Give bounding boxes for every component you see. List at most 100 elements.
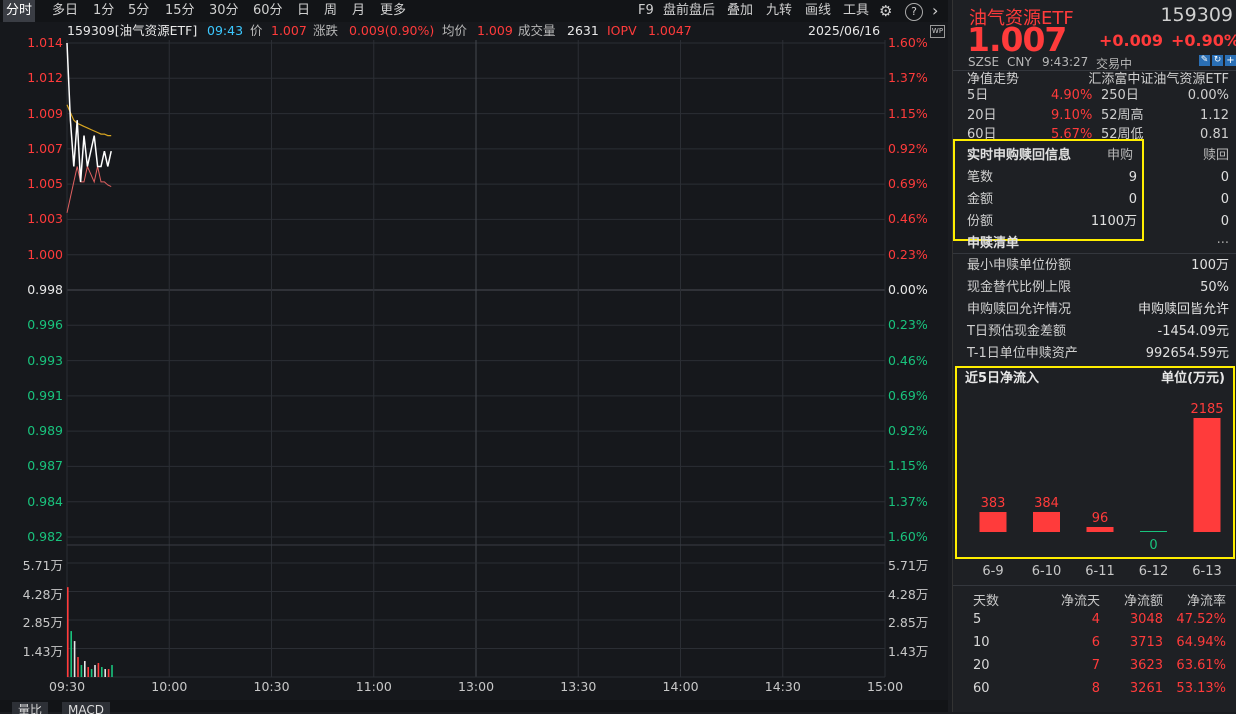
price-tick-label: 1.000 xyxy=(27,246,63,262)
list-label: 申购赎回允许情况 xyxy=(967,302,1072,317)
refresh-icon[interactable]: ↻ xyxy=(1212,55,1223,66)
nav-header[interactable]: 净值走势 汇添富中证油气资源ETF xyxy=(967,70,1229,90)
tab-day[interactable]: 日 xyxy=(297,3,311,18)
stats-cell: 4 xyxy=(1091,612,1100,627)
info-change: 0.009(0.90%) xyxy=(349,23,435,38)
price-tick-label: 0.996 xyxy=(27,317,63,333)
indicator-tabs: 量比 MACD xyxy=(0,700,948,714)
quote-side-panel: 油气资源ETF 159309 1.007 +0.009 +0.90% SZSE … xyxy=(952,0,1236,712)
info-volume: 2631 xyxy=(567,23,599,38)
list-value: 50% xyxy=(1200,280,1229,295)
volume-bar xyxy=(77,657,79,677)
info-iopv: 1.0047 xyxy=(648,23,692,38)
realtime-col-redeem: 赎回 xyxy=(1202,148,1229,163)
realtime-label: 金额 xyxy=(967,192,994,207)
volume-tick-label: 1.43万 xyxy=(22,643,63,659)
nav-val2: 0.00% xyxy=(1187,88,1229,103)
tab-more[interactable]: 更多 xyxy=(380,3,407,18)
tab-intraday[interactable]: 分时 xyxy=(3,0,36,22)
f9-button[interactable]: F9 xyxy=(638,3,654,18)
more-icon[interactable]: ··· xyxy=(1216,236,1229,251)
percent-tick-label: 0.92% xyxy=(888,140,928,156)
percent-tick-label: 1.37% xyxy=(888,70,928,86)
tab-volume-ratio[interactable]: 量比 xyxy=(12,702,49,714)
realtime-row: 笔数 9 0 xyxy=(967,167,1229,189)
volume-bar xyxy=(90,669,93,677)
nav-label2: 52周高 xyxy=(1101,108,1144,123)
volume-bar xyxy=(101,667,103,677)
tools-button[interactable]: 工具 xyxy=(843,3,870,18)
netflow-category-label: 6-11 xyxy=(1085,564,1115,579)
netflow-title: 近5日净流入 xyxy=(965,371,1040,386)
info-avg-label: 均价 xyxy=(442,23,468,38)
nav-label2: 250日 xyxy=(1101,88,1139,103)
info-date: 2025/06/16 xyxy=(808,23,881,38)
stats-cell: 3048 xyxy=(1129,612,1163,627)
tab-multi-day[interactable]: 多日 xyxy=(52,3,79,18)
netflow-value-label: 96 xyxy=(1092,511,1109,526)
add-icon[interactable]: + xyxy=(1225,55,1236,66)
price-tick-label: 0.987 xyxy=(27,458,63,474)
overlay-button[interactable]: 叠加 xyxy=(727,3,754,18)
tab-week[interactable]: 周 xyxy=(324,3,338,18)
nav-val2: 1.12 xyxy=(1200,108,1229,123)
tab-15min[interactable]: 15分 xyxy=(165,3,195,18)
price-change: +0.009 xyxy=(1099,31,1164,50)
list-item: 申购赎回允许情况 申购赎回皆允许 xyxy=(967,299,1229,321)
realtime-subscribe-value: 9 xyxy=(1128,170,1137,185)
stats-cell: 3713 xyxy=(1129,635,1163,650)
tab-30min[interactable]: 30分 xyxy=(209,3,239,18)
tab-60min[interactable]: 60分 xyxy=(253,3,283,18)
netflow-value-label: 384 xyxy=(1034,496,1059,511)
nav-period: 5日 xyxy=(967,88,989,103)
list-label: 最小申赎单位份额 xyxy=(967,258,1072,273)
price-tick-label: 0.998 xyxy=(27,282,63,297)
trading-status: 交易中 xyxy=(1096,57,1133,71)
price-line xyxy=(66,42,112,182)
premarket-button[interactable]: 盘前盘后 xyxy=(663,3,716,18)
security-name: 油气资源ETF xyxy=(969,8,1074,29)
volume-bar xyxy=(111,665,113,677)
list-item: T日预估现金差额 -1454.09元 xyxy=(967,321,1229,343)
tab-5min[interactable]: 5分 xyxy=(128,3,150,18)
netflow-bar xyxy=(1140,531,1167,532)
stats-header-cell: 净流天 xyxy=(1060,594,1100,609)
stats-cell: 3623 xyxy=(1129,658,1163,673)
price-tick-label: 0.991 xyxy=(27,387,63,403)
stats-cell: 20 xyxy=(973,658,990,673)
list-header[interactable]: 申赎清单 ··· xyxy=(967,234,1229,254)
tab-month[interactable]: 月 xyxy=(352,3,366,18)
realtime-col-subscribe: 申购 xyxy=(1107,148,1134,163)
price-tick-label: 0.982 xyxy=(27,529,63,544)
stats-cell: 64.94% xyxy=(1176,635,1226,650)
nine-turn-button[interactable]: 九转 xyxy=(766,3,793,18)
price-tick-label: 1.007 xyxy=(27,140,63,156)
volume-bar xyxy=(104,669,106,677)
volume-bar xyxy=(87,667,89,677)
time-tick-label: 10:00 xyxy=(151,679,188,694)
netflow-category-label: 6-9 xyxy=(982,564,1003,579)
volume-tick-label: 2.85万 xyxy=(22,615,63,630)
tab-macd[interactable]: MACD xyxy=(62,702,110,714)
price-tick-label: 1.009 xyxy=(27,105,63,121)
chevron-right-icon[interactable]: › xyxy=(932,1,939,20)
percent-tick-label: 0.46% xyxy=(888,352,928,368)
tab-1min[interactable]: 1分 xyxy=(93,3,115,18)
netflow-category-label: 6-10 xyxy=(1032,564,1062,579)
info-volume-label: 成交量 xyxy=(518,23,556,38)
gear-icon[interactable]: ⚙ xyxy=(879,2,893,20)
nav-row: 5日 4.90% 250日 0.00% xyxy=(967,87,1229,105)
edit-icon[interactable]: ✎ xyxy=(1199,55,1210,66)
stats-cell: 5 xyxy=(973,612,982,627)
draw-line-button[interactable]: 画线 xyxy=(805,3,832,18)
time-tick-label: 13:30 xyxy=(560,679,597,694)
intraday-chart-area[interactable] xyxy=(0,22,948,712)
percent-tick-label: 1.60% xyxy=(888,35,928,50)
volume-bar xyxy=(94,665,96,677)
realtime-subscribe-value: 1100万 xyxy=(1090,214,1137,229)
list-value: 992654.59元 xyxy=(1145,346,1229,361)
time-tick-label: 11:00 xyxy=(355,679,392,694)
help-icon[interactable]: ? xyxy=(905,3,923,21)
netflow-category-label: 6-12 xyxy=(1139,564,1169,579)
export-icon[interactable]: WP xyxy=(930,25,945,38)
